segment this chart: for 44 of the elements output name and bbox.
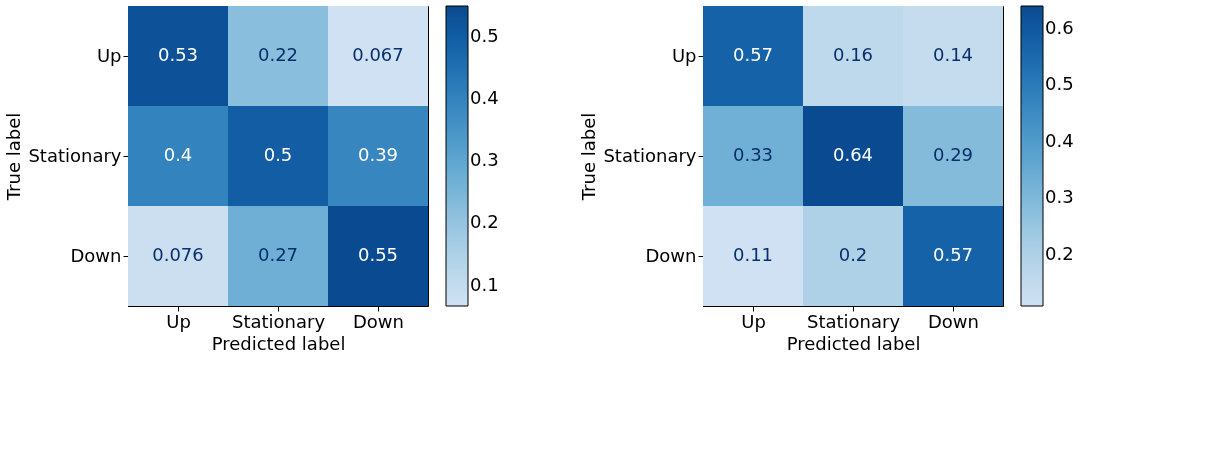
color-bar-label: 0.3 (1045, 186, 1074, 208)
x-tick-label: Down (927, 310, 980, 332)
x-axis-title: Predicted label (211, 332, 346, 354)
data-label: 0.33 (732, 144, 774, 165)
x-tick-label: Down (352, 310, 405, 332)
color-bar-label: 0.4 (470, 87, 499, 109)
y-tick-label: Up (671, 44, 697, 66)
data-label: 0.4 (163, 144, 193, 165)
x-tick-label: Stationary (231, 310, 326, 332)
data-label: 0.22 (257, 44, 299, 65)
color-bar-label: 0.5 (470, 25, 499, 47)
data-label: 0.16 (832, 44, 874, 65)
data-label: 0.11 (732, 244, 774, 265)
color-bar-label: 0.4 (1045, 129, 1074, 151)
data-label: 0.29 (932, 144, 974, 165)
y-tick-label: Up (96, 44, 122, 66)
x-tick-label: Up (741, 310, 766, 332)
y-tick-label: Down (645, 244, 697, 266)
x-tick-label: Stationary (806, 310, 901, 332)
y-axis-title: True label (3, 112, 25, 202)
data-label: 0.55 (357, 244, 399, 265)
y-tick-label: Stationary (28, 144, 122, 166)
data-label: 0.27 (257, 244, 299, 265)
data-label: 0.53 (157, 44, 199, 65)
x-axis-title: Predicted label (786, 332, 921, 354)
color-bar-label: 0.3 (470, 149, 499, 171)
data-label: 0.64 (832, 144, 874, 165)
data-label: 0.57 (932, 244, 974, 265)
data-label: 0.5 (263, 144, 293, 165)
color-bar-label: 0.1 (470, 273, 499, 295)
y-axis-title: True label (578, 112, 600, 202)
color-bar-label: 0.2 (1045, 243, 1074, 265)
data-label: 0.57 (732, 44, 774, 65)
data-label: 0.14 (932, 44, 974, 65)
color-bar-label: 0.5 (1045, 73, 1074, 95)
color-bar-label: 0.6 (1045, 16, 1074, 38)
y-tick-label: Down (70, 244, 122, 266)
x-tick-label: Up (166, 310, 191, 332)
data-label: 0.076 (152, 244, 204, 265)
data-label: 0.2 (838, 244, 868, 265)
color-bar-label: 0.2 (470, 211, 499, 233)
data-label: 0.067 (352, 44, 404, 65)
data-label: 0.39 (357, 144, 399, 165)
y-tick-label: Stationary (603, 144, 697, 166)
